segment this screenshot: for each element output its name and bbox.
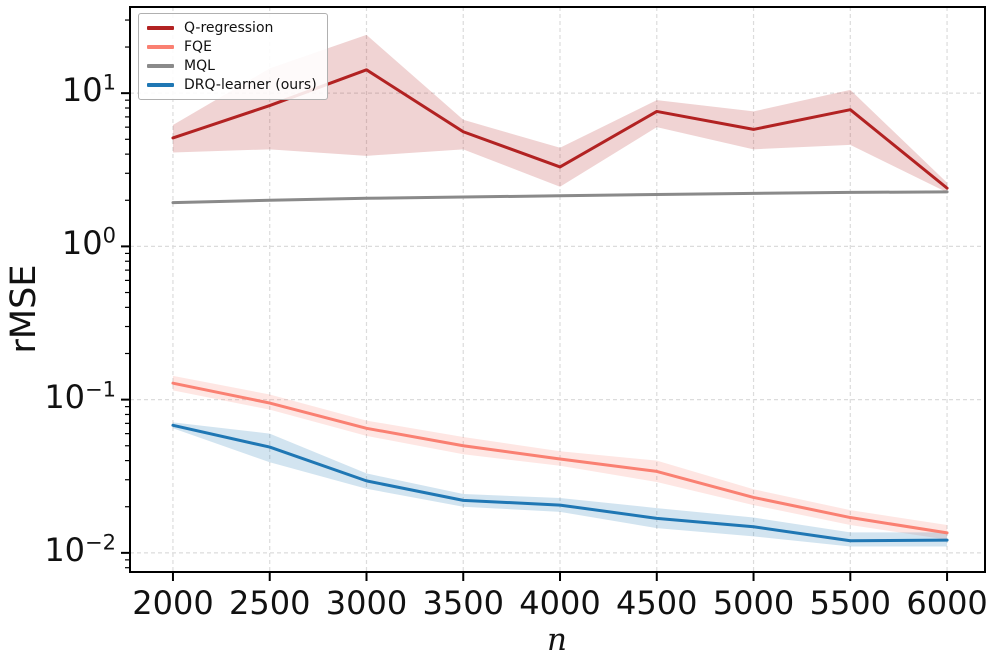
- x-tick-label: 2000: [132, 584, 214, 622]
- q-regression-line-swatch: [147, 26, 174, 30]
- fqe-line-swatch: [147, 45, 174, 49]
- legend-item-fqe: FQE: [147, 39, 317, 55]
- legend-item-mql: MQL: [147, 58, 317, 74]
- y-axis-title: rMSE: [4, 264, 44, 354]
- x-axis-title: n: [547, 622, 567, 658]
- series-line-fqe: [171, 381, 949, 535]
- confidence-band-q-regression: [172, 34, 948, 193]
- drq-learner-line-swatch: [147, 83, 174, 87]
- plot-area: [130, 7, 985, 572]
- legend-item-q-regression: Q-regression: [147, 20, 317, 36]
- series-line-mql: [171, 190, 949, 205]
- x-tick-label: 5000: [712, 584, 795, 622]
- x-tick-label: 4500: [616, 584, 698, 622]
- y-tick-label: 101: [61, 70, 116, 110]
- x-tick-label: 3000: [325, 584, 408, 622]
- x-tick-label: 4000: [519, 584, 601, 622]
- legend-item-drq-learner: DRQ-learner (ours): [147, 77, 317, 93]
- x-tick-label: 3500: [422, 584, 504, 622]
- legend-label: Q-regression: [184, 20, 274, 36]
- x-tick-label: 2500: [229, 584, 311, 622]
- y-tick-label: 100: [61, 223, 116, 263]
- legend: Q-regression FQE MQL DRQ-learner (ours): [138, 13, 328, 100]
- legend-label: MQL: [184, 58, 215, 74]
- legend-label: FQE: [184, 39, 212, 55]
- confidence-band-drq-learner-ours-: [172, 422, 948, 547]
- axes-frame: [129, 6, 986, 573]
- mql-line-swatch: [147, 64, 174, 68]
- y-tick-label: 10−1: [44, 376, 116, 416]
- series-line-drq-learner-ours-: [171, 423, 949, 543]
- y-tick-label: 10−2: [44, 530, 116, 569]
- legend-label: DRQ-learner (ours): [184, 77, 317, 93]
- x-tick-label: 5500: [809, 584, 892, 622]
- x-tick-label: 6000: [906, 584, 988, 622]
